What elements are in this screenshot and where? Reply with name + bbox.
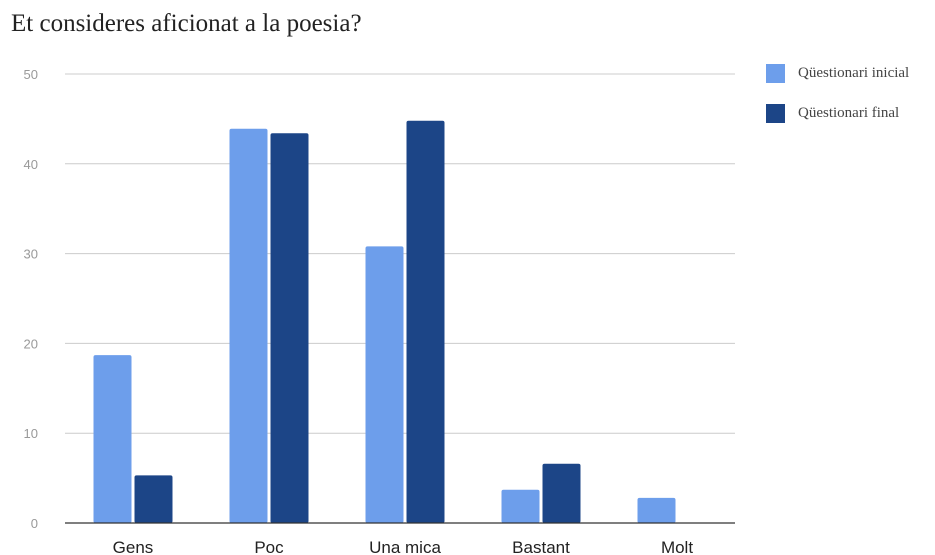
bar-initial-gens	[93, 355, 132, 523]
y-tick-label: 20	[24, 336, 38, 351]
bar-initial-poc	[229, 128, 268, 523]
legend-swatch-final	[766, 104, 785, 123]
x-tick-label: Una mica	[369, 538, 441, 555]
y-tick-label: 30	[24, 247, 38, 262]
x-tick-label: Poc	[254, 538, 284, 555]
bar-final-bastant	[542, 463, 581, 523]
legend-swatch-initial	[766, 64, 785, 83]
legend-label-final: Qüestionari final	[798, 105, 900, 121]
legend-item-final[interactable]: Qüestionari final	[766, 104, 909, 123]
legend-label-initial: Qüestionari inicial	[798, 65, 910, 81]
x-tick-label: Bastant	[512, 538, 570, 555]
bar-final-poc	[270, 133, 309, 523]
chart-legend: Qüestionari inicial Qüestionari final	[766, 64, 909, 144]
y-tick-label: 40	[24, 157, 38, 172]
y-tick-label: 10	[24, 426, 38, 441]
x-tick-label: Gens	[113, 538, 154, 555]
chart-title: Et consideres aficionat a la poesia?	[11, 10, 362, 37]
bar-final-una-mica	[406, 120, 445, 524]
x-tick-label: Molt	[661, 538, 693, 555]
bar-initial-bastant	[501, 489, 540, 523]
bar-initial-una-mica	[365, 246, 404, 523]
bar-initial-molt	[637, 497, 676, 523]
y-tick-label: 50	[24, 67, 38, 82]
bar-final-gens	[134, 475, 173, 523]
y-tick-label: 0	[31, 516, 38, 531]
legend-item-initial[interactable]: Qüestionari inicial	[766, 64, 909, 83]
